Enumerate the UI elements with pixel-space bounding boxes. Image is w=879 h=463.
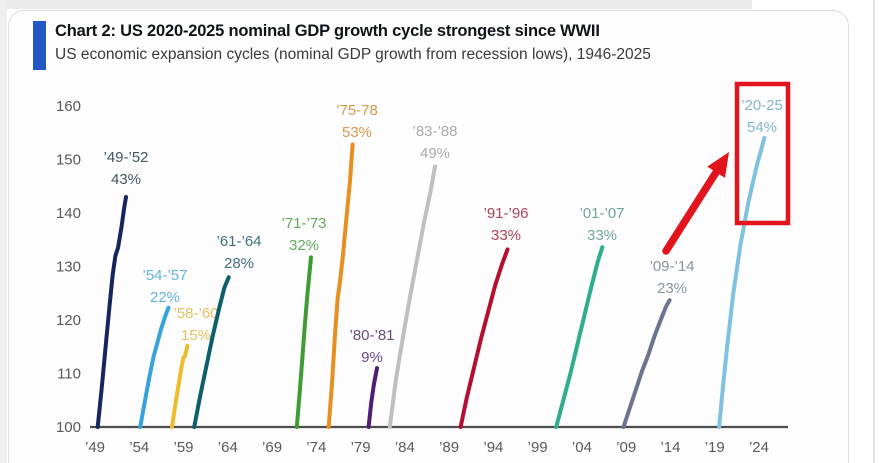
x-axis-label: ’19 [705,439,725,456]
series-line-cycle-54-57 [138,305,171,429]
x-axis-label: ’04 [572,439,592,456]
series-label-cycle-91-96: ’91-’96 [483,205,528,222]
x-axis-label: ’24 [749,439,769,456]
series-line-cycle-01-07 [554,245,605,429]
x-axis-label: ’14 [660,439,680,456]
y-axis-label: 140 [56,205,81,222]
page-left-edge [0,0,7,463]
x-axis-label: ’54 [129,439,149,456]
series-label-cycle-80-81: ’80-’81 [349,327,394,344]
x-axis-label: ’74 [306,439,326,456]
x-axis-label: ’79 [351,439,371,456]
y-axis-label: 150 [56,152,81,169]
x-axis-label: ’99 [528,439,548,456]
chart-titles: Chart 2: US 2020-2025 nominal GDP growth… [55,19,651,70]
series-line-cycle-49-52 [95,195,128,429]
series-label-cycle-01-07: ’01-’07 [579,205,624,222]
x-axis-label: ’64 [218,439,238,456]
series-pct-label-cycle-01-07: 33% [587,227,617,244]
series-label-cycle-20-25: ’20-25 [741,97,783,114]
x-axis-label: ’09 [616,439,636,456]
series-pct-label-cycle-80-81: 9% [361,349,383,366]
series-line-cycle-83-88 [387,164,437,429]
series-line-cycle-58-60 [170,343,190,429]
series-line-cycle-61-64 [192,275,231,429]
x-axis-label: ’84 [395,439,415,456]
y-axis-label: 160 [56,98,81,115]
chart-subtitle: US economic expansion cycles (nominal GD… [55,46,651,63]
series-pct-label-cycle-09-14: 23% [657,280,687,297]
series-pct-label-cycle-91-96: 33% [491,227,521,244]
series-line-cycle-09-14 [621,298,672,429]
series-line-cycle-20-25 [717,136,767,429]
highlight-box [734,81,791,226]
x-axis-label: ’89 [439,439,459,456]
page-top-edge [0,0,752,9]
series-label-cycle-83-88: ’83-’88 [412,123,457,140]
y-axis-label: 130 [56,259,81,276]
y-axis-label: 120 [56,312,81,329]
series-pct-label-cycle-20-25: 54% [747,119,777,136]
chart-title: Chart 2: US 2020-2025 nominal GDP growth… [55,22,600,40]
series-pct-label-cycle-75-78: 53% [342,124,372,141]
x-axis-label: ’59 [174,439,194,456]
x-axis-label: ’94 [483,439,503,456]
series-label-cycle-09-14: ’09-’14 [649,258,694,275]
series-pct-label-cycle-58-60: 15% [181,327,211,344]
chart-header: Chart 2: US 2020-2025 nominal GDP growth… [33,19,651,70]
x-axis-label: ’69 [262,439,282,456]
page-right-divider [873,0,875,463]
highlight-arrow-shaft [662,165,723,255]
series-label-cycle-58-60: ’58-’60 [173,305,218,322]
series-label-cycle-75-78: ’75-78 [336,102,378,119]
series-label-cycle-49-52: ’49-’52 [103,149,148,166]
x-axis-label: ’49 [85,439,105,456]
y-axis-label: 110 [57,366,81,383]
series-pct-label-cycle-61-64: 28% [224,255,254,272]
series-pct-label-cycle-71-73: 32% [289,237,319,254]
highlight-arrow-head [707,152,729,178]
series-pct-label-cycle-49-52: 43% [111,171,141,188]
series-label-cycle-54-57: ’54-’57 [142,267,187,284]
series-line-cycle-71-73 [294,255,313,429]
series-label-cycle-61-64: ’61-’64 [216,233,261,250]
series-line-cycle-75-78 [326,142,355,429]
series-pct-label-cycle-54-57: 22% [150,289,180,306]
accent-bar [33,21,46,70]
series-pct-label-cycle-83-88: 49% [420,145,450,162]
y-axis-label: 100 [56,419,81,436]
series-line-cycle-80-81 [366,366,379,429]
series-label-cycle-71-73: ’71-’73 [281,215,326,232]
series-line-cycle-91-96 [458,247,510,429]
